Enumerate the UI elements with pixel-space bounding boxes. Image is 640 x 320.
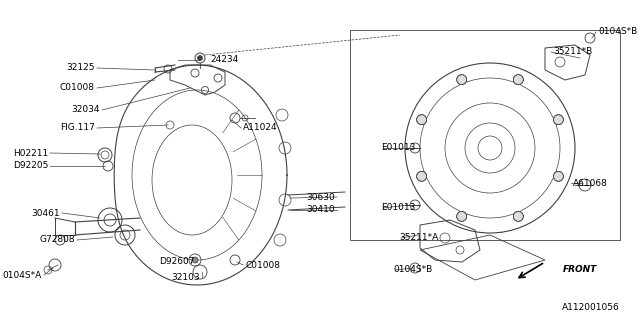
Text: 30630: 30630: [307, 193, 335, 202]
Text: D92607: D92607: [159, 258, 195, 267]
Text: 30461: 30461: [31, 209, 60, 218]
Text: C01008: C01008: [245, 260, 280, 269]
Circle shape: [554, 115, 563, 125]
Circle shape: [457, 75, 467, 84]
Text: 32125: 32125: [67, 63, 95, 73]
Text: 24234: 24234: [210, 55, 238, 65]
Text: 35211*A: 35211*A: [399, 234, 438, 243]
Circle shape: [192, 257, 198, 263]
Text: A112001056: A112001056: [563, 303, 620, 313]
Circle shape: [513, 75, 524, 84]
Text: D92205: D92205: [13, 162, 48, 171]
Circle shape: [457, 212, 467, 221]
Text: 32103: 32103: [172, 273, 200, 282]
Text: 35211*B: 35211*B: [553, 47, 592, 57]
Text: 30410: 30410: [307, 205, 335, 214]
Text: 32034: 32034: [72, 106, 100, 115]
Circle shape: [417, 171, 427, 181]
Text: G72808: G72808: [40, 236, 75, 244]
Text: FIG.117: FIG.117: [60, 124, 95, 132]
Circle shape: [417, 115, 427, 125]
Text: FRONT: FRONT: [563, 266, 597, 275]
Text: H02211: H02211: [13, 148, 48, 157]
Circle shape: [513, 212, 524, 221]
Text: 0104S*B: 0104S*B: [598, 28, 637, 36]
Text: E01013: E01013: [381, 143, 415, 153]
Text: 0104S*B: 0104S*B: [393, 266, 432, 275]
Text: 0104S*A: 0104S*A: [3, 270, 42, 279]
Text: A61068: A61068: [573, 179, 608, 188]
Text: C01008: C01008: [60, 84, 95, 92]
Text: E01013: E01013: [381, 204, 415, 212]
Circle shape: [198, 55, 202, 60]
Text: A11024: A11024: [243, 124, 278, 132]
Circle shape: [554, 171, 563, 181]
